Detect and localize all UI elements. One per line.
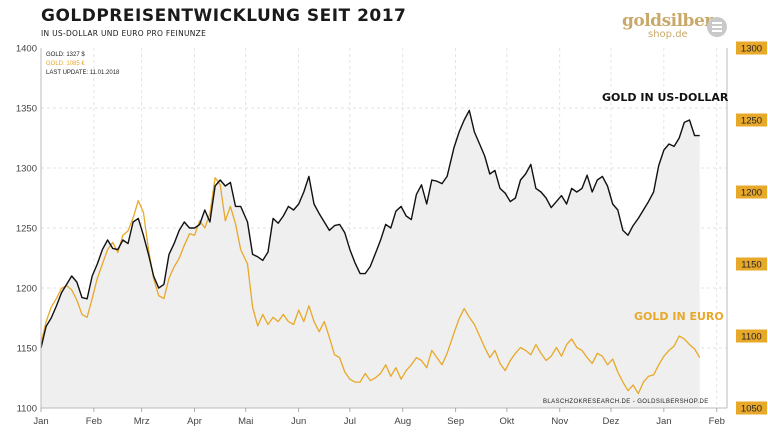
x-tick-label: Jan — [656, 416, 671, 427]
y-axis-left: 1100 1150 1200 1250 1300 1350 1400 — [16, 44, 37, 415]
usd-series-label: GOLD IN US-DOLLAR — [602, 91, 729, 104]
chart-subtitle: IN US-DOLLAR UND EURO PRO FEINUNZE — [41, 29, 207, 38]
logo-text-domain: shop.de — [648, 29, 688, 40]
usd-price-line — [40, 109, 700, 349]
y-left-tick-label: 1300 — [16, 164, 37, 175]
x-tick-label: Mai — [238, 416, 253, 427]
y-right-tick-bg — [736, 329, 767, 343]
y-left-tick-label: 1100 — [17, 404, 37, 415]
x-tick-label: Sep — [447, 416, 464, 427]
bar-stack-icon — [707, 17, 727, 37]
x-tick-label: Dez — [603, 416, 620, 427]
legend-eur: GOLD: 1085 € — [46, 61, 85, 67]
y-right-tick-bg — [736, 41, 767, 55]
goldsilbershop-logo[interactable]: goldsilber shop.de — [622, 11, 727, 45]
y-axis-right: 1050 1100 1150 1200 1250 1300 — [736, 41, 767, 415]
x-tick-label: Feb — [86, 416, 102, 427]
y-left-tick-label: 1350 — [16, 104, 37, 115]
y-left-tick-label: 1400 — [16, 44, 37, 55]
legend-last-update: LAST UPDATE: 11.01.2018 — [46, 70, 120, 76]
y-right-tick-label: 1250 — [741, 116, 762, 127]
y-right-tick-label: 1300 — [741, 44, 762, 55]
legend-usd: GOLD: 1327 $ — [46, 52, 85, 58]
y-right-tick-label: 1050 — [741, 404, 762, 415]
x-tick-label: Okt — [499, 416, 514, 427]
x-tick-label: Aug — [394, 416, 411, 427]
eur-series-label: GOLD IN EURO — [634, 310, 724, 323]
y-left-tick-label: 1250 — [16, 224, 37, 235]
source-credit: BLASCHZOKRESEARCH.DE - GOLDSILBERSHOP.DE — [543, 399, 709, 405]
logo-text-main: goldsilber — [622, 11, 713, 31]
x-tick-label: Jun — [291, 416, 306, 427]
x-tick-label: Feb — [709, 416, 725, 427]
x-axis: Jan Feb Mrz Apr Mai Jun Jul Aug Sep Okt Nov Dez Jan F… — [33, 408, 725, 427]
y-right-tick-label: 1150 — [741, 260, 761, 271]
y-right-tick-label: 1100 — [741, 332, 761, 343]
y-right-tick-bg — [736, 401, 767, 415]
y-left-tick-label: 1200 — [16, 284, 37, 295]
right-axis-band — [727, 40, 768, 415]
y-right-tick-bg — [736, 113, 767, 127]
x-tick-label: Jan — [33, 416, 48, 427]
x-tick-label: Apr — [187, 416, 202, 427]
x-tick-label: Nov — [551, 416, 568, 427]
y-left-tick-label: 1150 — [17, 344, 37, 355]
x-tick-label: Mrz — [134, 416, 150, 427]
chart-title: GOLDPREISENTWICKLUNG SEIT 2017 — [41, 6, 407, 26]
x-tick-label: Jul — [344, 416, 356, 427]
y-right-tick-bg — [736, 185, 767, 199]
y-right-tick-bg — [736, 257, 767, 271]
y-right-tick-label: 1200 — [741, 188, 762, 199]
